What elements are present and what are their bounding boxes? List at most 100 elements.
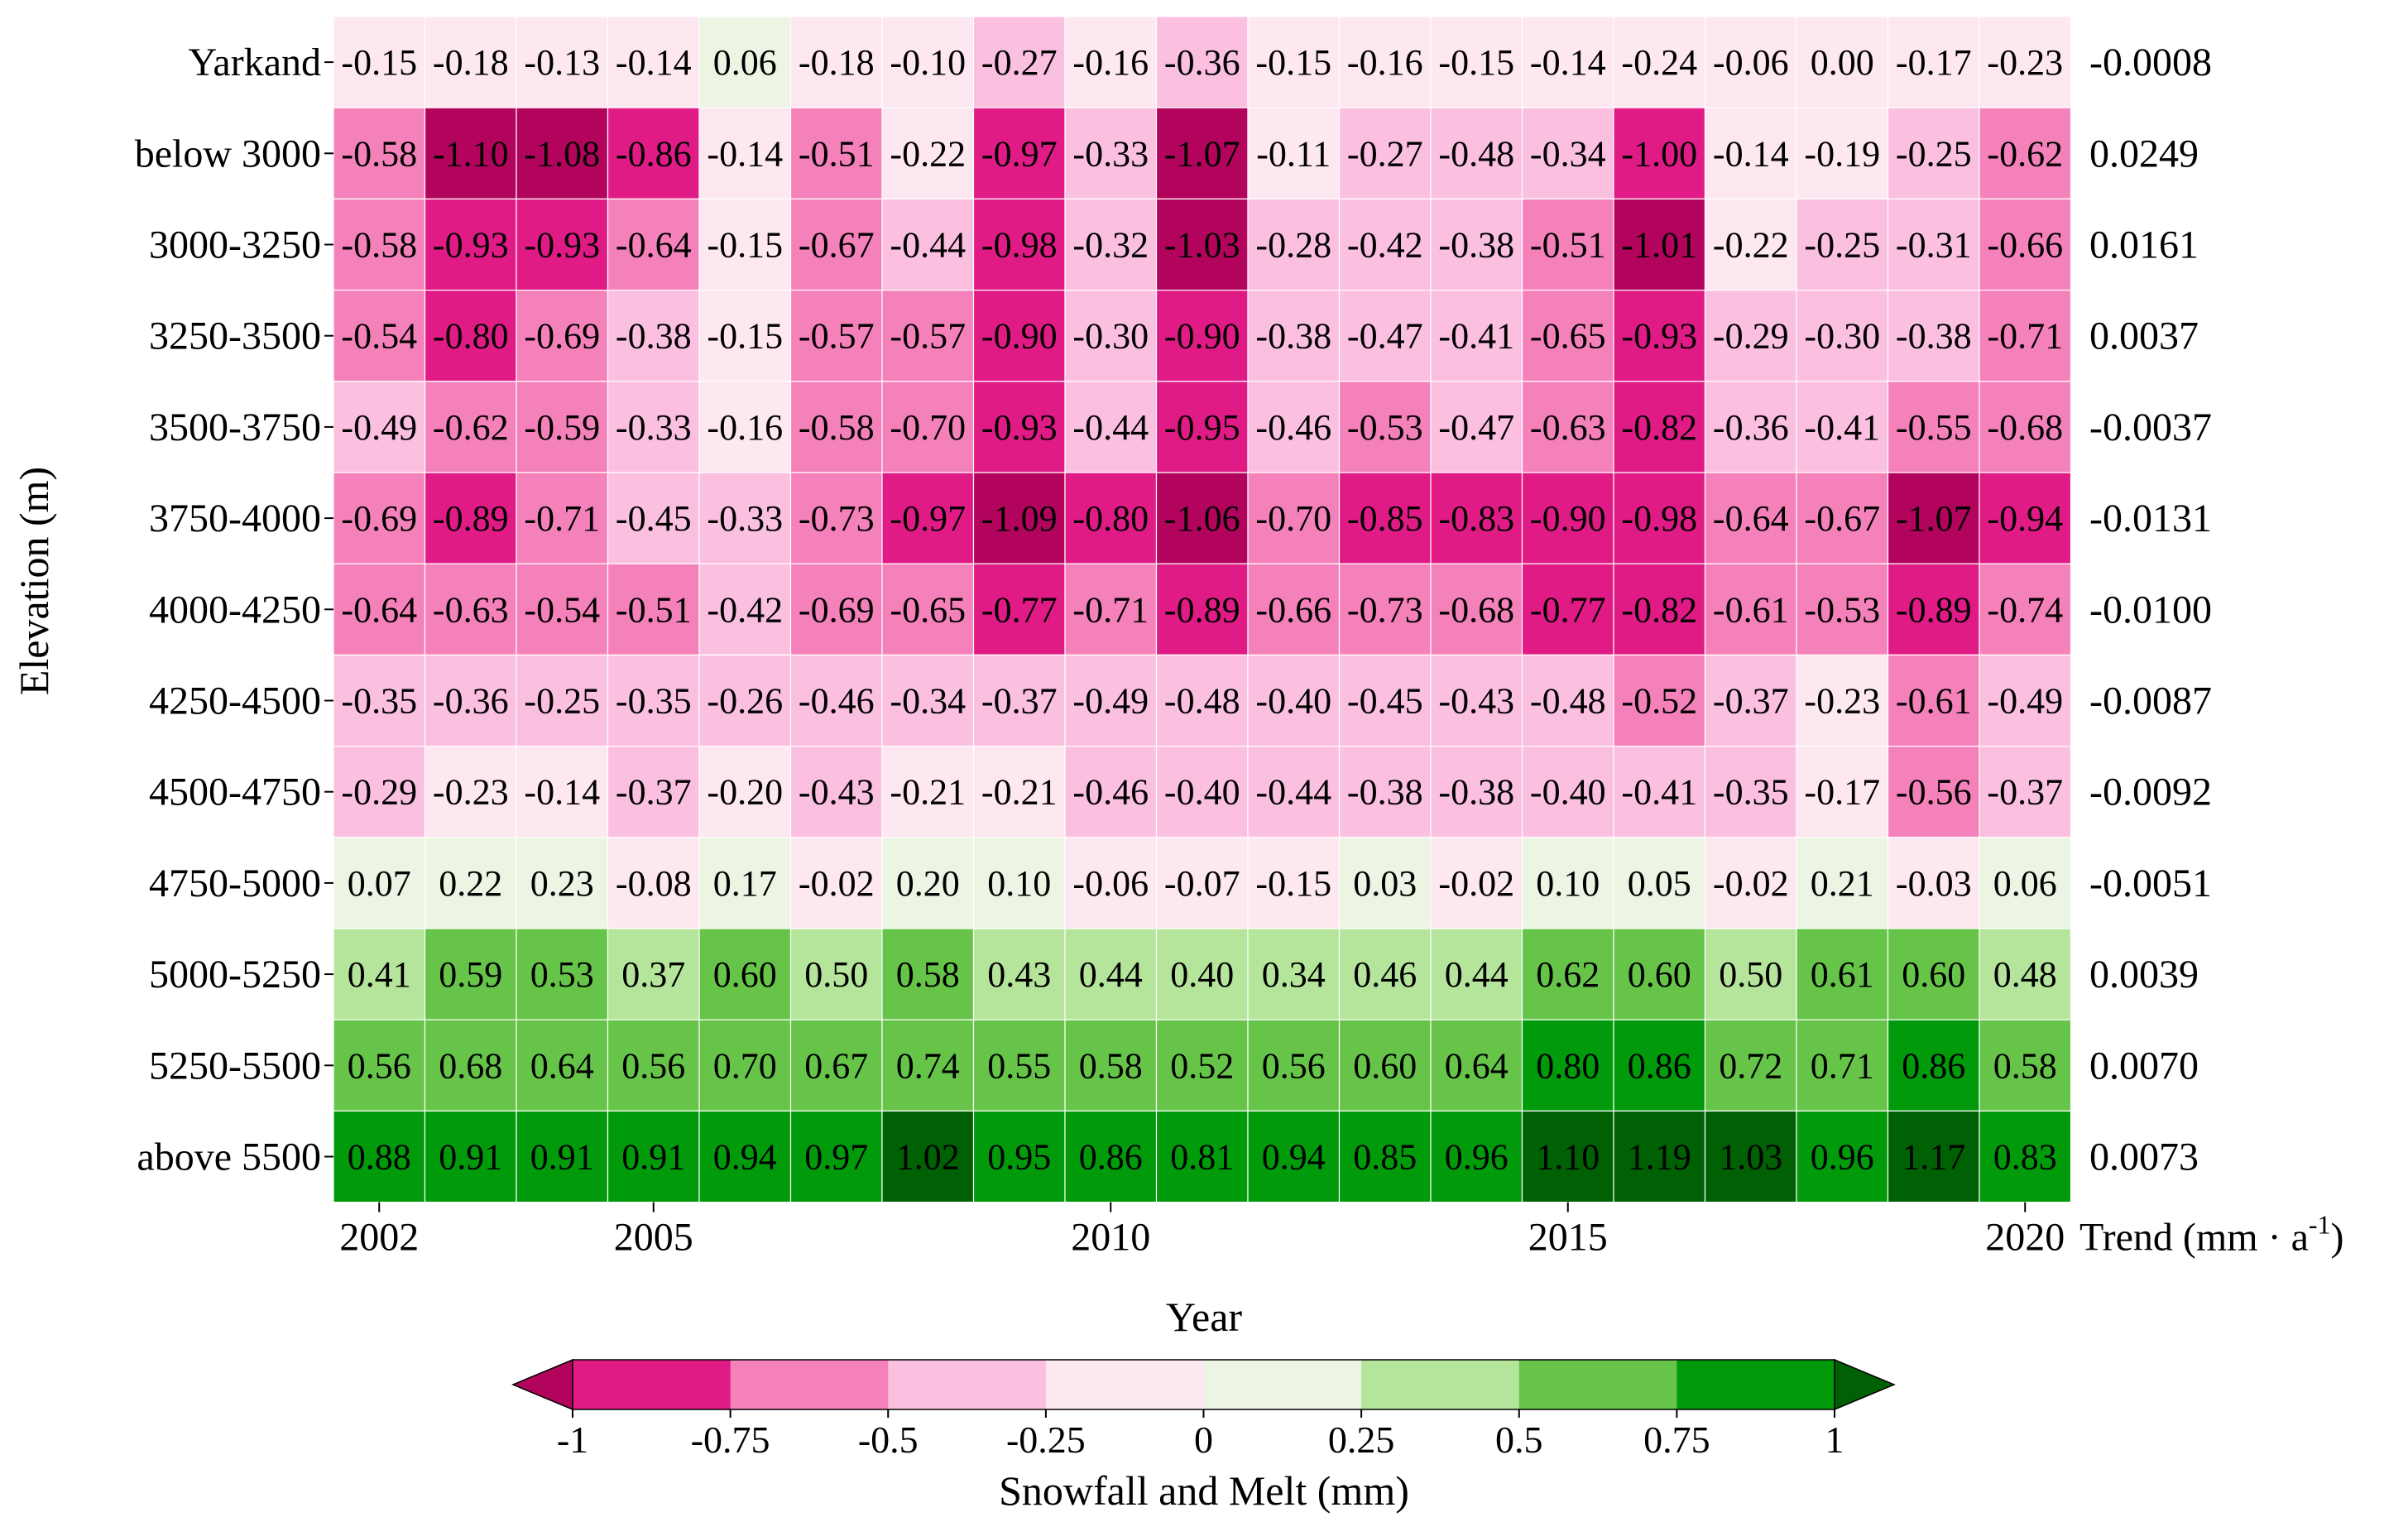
cell-value-label: -0.89 — [1896, 589, 1972, 630]
cell-value-label: -0.69 — [799, 589, 875, 630]
heatmap-cell — [607, 16, 700, 108]
colorbar-segment — [1045, 1360, 1204, 1409]
heatmap-cell — [1155, 290, 1249, 382]
heatmap-cell — [1338, 16, 1432, 108]
cell-value-label: 0.05 — [1628, 863, 1691, 904]
cell-value-label: 0.55 — [987, 1045, 1051, 1086]
cell-value-label: -0.41 — [1621, 772, 1697, 813]
heatmap-cell — [1064, 1110, 1158, 1203]
cell-value-label: -0.73 — [1347, 589, 1423, 630]
heatmap-cell — [698, 654, 792, 747]
heatmap-cell — [1338, 472, 1432, 564]
cell-value-label: -0.43 — [799, 772, 875, 813]
heatmap-cell — [1704, 472, 1797, 564]
heatmap-cell — [516, 16, 609, 108]
heatmap-cell — [1979, 290, 2072, 382]
cell-value-label: 0.50 — [804, 954, 868, 995]
cell-value-label: -0.02 — [1713, 863, 1789, 904]
cell-value-label: -0.66 — [1987, 225, 2063, 266]
heatmap-cell — [607, 472, 700, 564]
heatmap-cell — [1979, 654, 2072, 747]
heatmap-cell — [1247, 745, 1341, 838]
heatmap-cell — [972, 107, 1066, 199]
heatmap-cell — [1338, 563, 1432, 656]
heatmap-cell — [424, 107, 517, 199]
cell-value-label: 0.60 — [1353, 1045, 1417, 1086]
heatmap-cell — [698, 928, 792, 1020]
cell-value-label: -0.82 — [1621, 589, 1697, 630]
cell-value-label: 0.81 — [1170, 1137, 1234, 1178]
heatmap-cell — [516, 837, 609, 929]
cell-value-label: -0.37 — [616, 772, 692, 813]
cell-value-label: -0.26 — [707, 681, 783, 722]
cell-value-label: -0.35 — [616, 681, 692, 722]
cell-value-label: -0.40 — [1255, 681, 1331, 722]
heatmap-cell — [1613, 1110, 1706, 1203]
cell-value-label: -0.49 — [341, 407, 417, 448]
trend-value: 0.0073 — [2089, 1135, 2199, 1179]
heatmap-cell — [1430, 1019, 1523, 1111]
cell-value-label: -0.97 — [890, 498, 966, 539]
cell-value-label: -1.07 — [1164, 133, 1240, 174]
cell-value-label: -0.90 — [1164, 316, 1240, 357]
heatmap-cell — [1887, 654, 1980, 747]
cell-value-label: -0.10 — [890, 42, 966, 83]
heatmap-cell — [1430, 16, 1523, 108]
cell-value-label: -0.67 — [1804, 498, 1880, 539]
heatmap-cell — [881, 563, 975, 656]
heatmap-cell — [1430, 745, 1523, 838]
heatmap-cell — [1521, 928, 1614, 1020]
cell-value-label: -0.43 — [1438, 681, 1514, 722]
heatmap-cell — [1704, 563, 1797, 656]
cell-value-label: -0.16 — [1347, 42, 1423, 83]
heatmap-cell — [881, 472, 975, 564]
heatmap-cell — [1796, 654, 1889, 747]
heatmap-cell — [789, 928, 883, 1020]
heatmap-cell — [698, 837, 792, 929]
trend-value: -0.0087 — [2089, 679, 2212, 723]
row-label: 4500-4750 — [149, 771, 321, 814]
trend-value: 0.0161 — [2089, 223, 2199, 267]
y-axis-title: Elevation (m) — [11, 467, 57, 695]
trend-value: -0.0092 — [2089, 771, 2212, 814]
colorbar-title: Snowfall and Melt (mm) — [999, 1467, 1409, 1514]
heatmap-cell — [1430, 198, 1523, 291]
trend-value: -0.0131 — [2089, 497, 2212, 540]
cell-value-label: -0.82 — [1621, 407, 1697, 448]
colorbar-segment — [888, 1360, 1047, 1409]
cell-value-label: 1.02 — [896, 1137, 960, 1178]
heatmap-cell — [333, 16, 426, 108]
cell-value-label: -0.18 — [799, 42, 875, 83]
colorbar-segment — [1518, 1360, 1677, 1409]
heatmap-cell — [424, 198, 517, 291]
cell-value-label: 0.37 — [621, 954, 685, 995]
heatmap-cell — [698, 472, 792, 564]
cell-value-label: 0.06 — [1993, 863, 2057, 904]
heatmap-cell — [1704, 1019, 1797, 1111]
heatmap-cell — [1064, 1019, 1158, 1111]
row-label: 3750-4000 — [149, 497, 321, 540]
cell-value-label: -0.21 — [981, 772, 1058, 813]
heatmap-cell — [424, 1110, 517, 1203]
heatmap-cell — [607, 1110, 700, 1203]
heatmap-cell — [1430, 290, 1523, 382]
heatmap-cell — [1704, 654, 1797, 747]
heatmap-cell — [1521, 16, 1614, 108]
cell-value-label: -0.48 — [1164, 681, 1240, 722]
heatmap-cell — [333, 198, 426, 291]
colorbar-segment — [1361, 1360, 1520, 1409]
cell-value-label: -0.03 — [1896, 863, 1972, 904]
heatmap-cell — [789, 654, 883, 747]
heatmap-cell — [516, 745, 609, 838]
cell-value-label: 0.70 — [713, 1045, 777, 1086]
cell-value-label: -0.51 — [616, 589, 692, 630]
cell-value-label: -0.24 — [1621, 42, 1697, 83]
cell-value-label: -0.62 — [1987, 133, 2063, 174]
heatmap-cell — [1796, 1110, 1889, 1203]
row-label: 4750-5000 — [149, 862, 321, 905]
heatmap-cell — [333, 563, 426, 656]
heatmap-cell — [1338, 381, 1432, 473]
cell-value-label: -0.36 — [1713, 407, 1789, 448]
heatmap-cell — [1796, 472, 1889, 564]
cell-value-label: -0.30 — [1072, 316, 1149, 357]
